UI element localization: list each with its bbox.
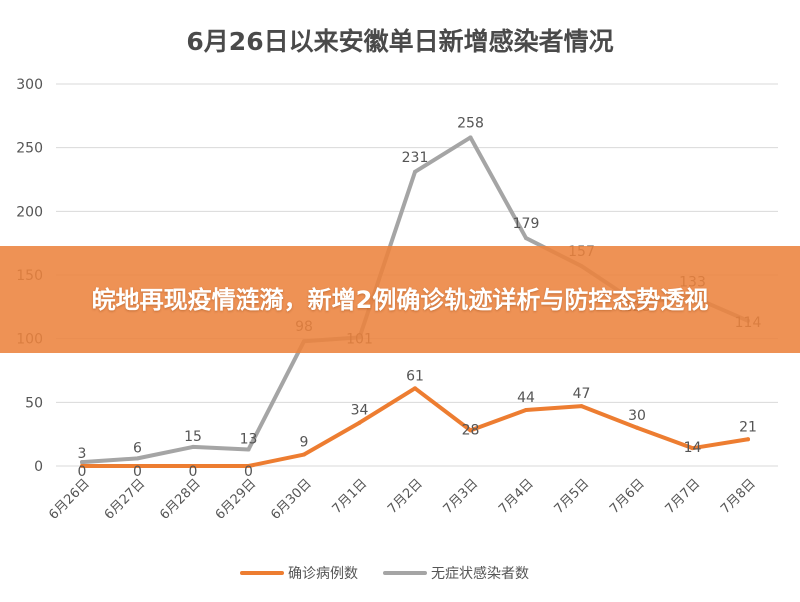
data-point-0-12 [746,437,750,442]
data-label-1-2: 15 [184,429,202,445]
data-point-0-9 [579,404,584,409]
legend-label-1: 无症状感染者数 [431,565,529,582]
x-tick-label-4: 6月30日 [268,476,315,523]
data-label-1-1: 6 [133,440,142,456]
data-label-0-0: 0 [78,464,87,480]
chart-title: 6月26日以来安徽单日新增感染者情况 [186,27,614,56]
y-tick-label-200: 200 [16,204,43,220]
data-label-0-3: 0 [244,464,253,480]
data-label-1-0: 3 [78,446,87,462]
x-tick-label-7: 7月3日 [441,476,482,517]
x-tick-label-6: 7月2日 [385,476,426,517]
data-point-1-0 [80,460,84,465]
x-tick-label-9: 7月5日 [552,476,593,517]
x-tick-label-3: 6月29日 [213,476,260,523]
data-label-1-7: 258 [457,115,484,131]
x-tick-label-0: 6月26日 [46,476,93,523]
x-tick-label-11: 7月7日 [663,476,704,517]
x-tick-label-5: 7月1日 [330,476,371,517]
series-line-0 [80,386,750,468]
data-label-0-9: 47 [573,386,591,402]
data-label-1-3: 13 [240,431,258,447]
data-point-1-6 [413,169,417,174]
data-label-0-12: 21 [739,419,757,435]
data-point-0-6 [413,386,417,391]
data-label-0-5: 34 [351,403,369,419]
y-tick-label-300: 300 [16,77,43,93]
legend-label-0: 确诊病例数 [288,566,358,582]
data-point-0-8 [524,407,528,412]
data-label-0-4: 9 [300,435,309,451]
data-label-0-7: 28 [462,422,480,438]
y-tick-label-0: 0 [34,459,43,475]
y-tick-label-50: 50 [25,395,43,411]
data-label-0-11: 14 [684,440,702,456]
x-tick-label-2: 6月28日 [157,476,204,523]
data-label-1-8: 179 [513,216,540,232]
data-point-0-1 [135,464,140,468]
data-point-0-10 [635,425,639,430]
data-point-0-2 [191,464,195,468]
data-point-0-7 [468,428,473,433]
data-point-0-0 [80,464,84,468]
x-tick-label-1: 6月27日 [102,476,149,523]
data-label-1-6: 231 [402,150,429,166]
data-label-0-10: 30 [628,408,646,424]
data-label-0-2: 0 [189,464,198,480]
data-point-0-4 [302,452,306,457]
headline-banner: 皖地再现疫情涟漪，新增2例确诊轨迹详析与防控态势透视 [0,246,800,353]
headline-text: 皖地再现疫情涟漪，新增2例确诊轨迹详析与防控态势透视 [91,285,709,314]
data-point-1-7 [468,135,473,140]
x-tick-label-12: 7月8日 [718,476,759,517]
data-label-0-1: 0 [133,464,142,480]
data-point-1-1 [135,456,140,461]
x-tick-label-8: 7月4日 [496,476,537,517]
data-label-0-6: 61 [406,368,424,384]
data-point-1-3 [246,447,251,452]
data-point-0-3 [246,464,251,468]
x-tick-label-10: 7月6日 [607,476,648,517]
data-point-0-5 [357,420,362,425]
data-point-0-11 [690,446,695,451]
y-tick-label-250: 250 [16,141,43,157]
data-label-0-8: 44 [517,390,535,406]
data-point-1-2 [191,444,195,449]
data-point-1-8 [524,236,528,241]
